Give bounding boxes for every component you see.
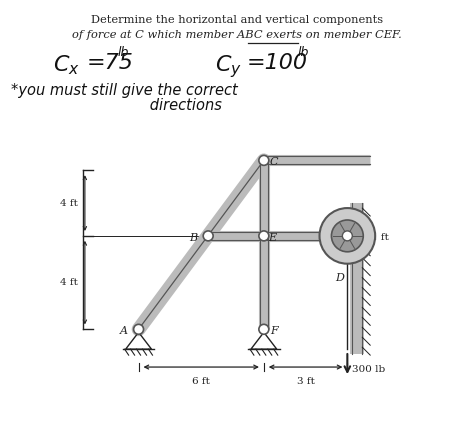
Text: D: D [335, 273, 344, 283]
Text: 1 ft: 1 ft [371, 233, 389, 243]
Text: lb: lb [118, 46, 129, 59]
Text: F: F [270, 326, 278, 336]
Text: 4 ft: 4 ft [60, 198, 78, 208]
Text: Determine the horizontal and vertical components: Determine the horizontal and vertical co… [91, 15, 383, 25]
Text: *you must still give the correct: *you must still give the correct [11, 83, 238, 98]
Text: 3 ft: 3 ft [297, 377, 315, 386]
Circle shape [319, 208, 375, 264]
Text: directions: directions [11, 98, 222, 113]
Text: A: A [119, 326, 128, 336]
Circle shape [331, 220, 363, 252]
Text: E: E [268, 233, 276, 243]
Text: 4 ft: 4 ft [60, 278, 78, 287]
Text: $C_y$: $C_y$ [215, 53, 242, 80]
Text: $C_x$: $C_x$ [53, 53, 80, 76]
Text: 6 ft: 6 ft [192, 377, 210, 386]
Text: B: B [189, 233, 197, 243]
Circle shape [259, 156, 269, 165]
Text: lb: lb [298, 46, 309, 59]
Text: of force at C which member ABC exerts on member CEF.: of force at C which member ABC exerts on… [72, 30, 402, 40]
Text: 300 lb: 300 lb [352, 364, 385, 374]
Circle shape [259, 231, 269, 241]
Text: =100: =100 [247, 53, 308, 73]
Circle shape [259, 324, 269, 334]
Text: C: C [270, 157, 278, 167]
Circle shape [203, 231, 213, 241]
Circle shape [342, 231, 352, 241]
Circle shape [134, 324, 144, 334]
Text: =75: =75 [87, 53, 134, 73]
